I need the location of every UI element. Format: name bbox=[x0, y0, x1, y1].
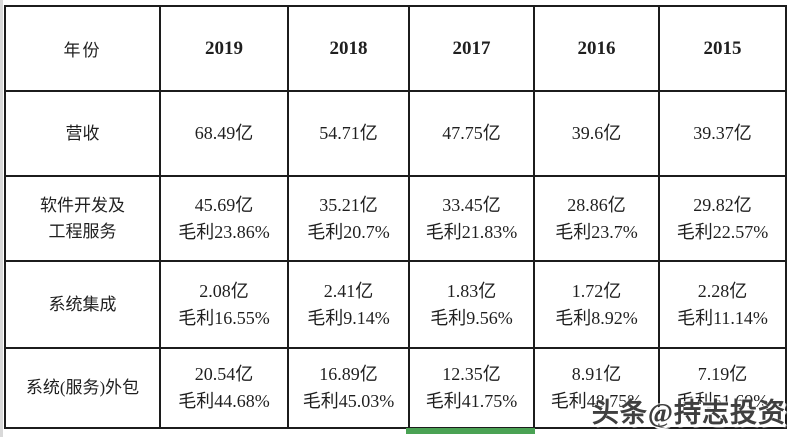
margin-value: 毛利8.92% bbox=[555, 307, 638, 328]
amount-value: 1.83亿 bbox=[446, 280, 497, 301]
cell-integration-2018: 2.41亿毛利9.14% bbox=[287, 260, 410, 349]
amount-value: 2.28亿 bbox=[697, 280, 748, 301]
cell-revenue-2018: 54.71亿 bbox=[287, 90, 410, 177]
margin-value: 毛利48.75% bbox=[550, 391, 643, 411]
row-label: 软件开发及工程服务 bbox=[40, 195, 125, 241]
cell-outsourcing-2019: 20.54亿 毛利44.68% bbox=[159, 347, 289, 429]
year-header-2015: 2015 bbox=[658, 5, 787, 92]
cell-revenue-2019: 68.49亿 bbox=[159, 90, 289, 177]
cell-software-2019: 45.69亿 毛利23.86% bbox=[159, 175, 289, 262]
year-header-2019: 2019 bbox=[159, 5, 289, 92]
screenshot-edge-artifact bbox=[0, 0, 3, 437]
row-label: 系统(服务)外包 bbox=[25, 378, 140, 397]
amount-value: 68.49亿 bbox=[194, 123, 254, 143]
amount-value: 20.54亿 bbox=[194, 364, 254, 384]
cell-outsourcing-2017: 12.35亿 毛利41.75% bbox=[408, 347, 535, 429]
margin-value: 毛利22.57% bbox=[676, 221, 769, 242]
margin-value: 毛利41.75% bbox=[425, 391, 518, 411]
amount-value: 33.45亿 bbox=[442, 194, 501, 215]
amount-value: 7.19亿 bbox=[697, 364, 748, 384]
cell-integration-2016: 1.72亿毛利8.92% bbox=[533, 260, 660, 349]
margin-value: 毛利21.83% bbox=[425, 221, 518, 242]
cell-revenue-2015: 39.37亿 bbox=[658, 90, 787, 177]
margin-value: 毛利23.7% bbox=[555, 221, 638, 242]
cell-software-2016: 28.86亿 毛利23.7% bbox=[533, 175, 660, 262]
amount-value: 47.75亿 bbox=[442, 123, 501, 143]
financial-table: 年份 2019 2018 2017 2016 2015 营收 68.49亿 54… bbox=[4, 5, 787, 429]
row-label-cell: 系统(服务)外包 bbox=[4, 347, 161, 429]
amount-value: 2.08亿 bbox=[199, 280, 249, 301]
margin-value: 毛利11.14% bbox=[677, 307, 768, 328]
amount-value: 28.86亿 bbox=[567, 194, 626, 215]
amount-value: 16.89亿 bbox=[319, 364, 378, 384]
year-header-2018: 2018 bbox=[287, 5, 410, 92]
watermark: 头条@持志投资 bbox=[591, 398, 786, 428]
amount-value: 39.6亿 bbox=[571, 123, 622, 143]
cell-integration-2019: 2.08亿毛利16.55% bbox=[159, 260, 289, 349]
cell-software-2018: 35.21亿 毛利20.7% bbox=[287, 175, 410, 262]
amount-value: 12.35亿 bbox=[442, 364, 501, 384]
cell-integration-2015: 2.28亿毛利11.14% bbox=[658, 260, 787, 349]
row-label-cell: 营收 bbox=[4, 90, 161, 177]
row-label: 系统集成 bbox=[48, 294, 117, 314]
amount-value: 54.71亿 bbox=[319, 123, 378, 143]
cell-outsourcing-2016: 8.91亿毛利48.75% bbox=[533, 347, 660, 429]
year-header-2017: 2017 bbox=[408, 5, 535, 92]
cell-revenue-2017: 47.75亿 bbox=[408, 90, 535, 177]
amount-value: 39.37亿 bbox=[693, 123, 752, 143]
row-label-cell: 软件开发及工程服务 bbox=[4, 175, 161, 262]
cell-outsourcing-2018: 16.89亿 毛利45.03% bbox=[287, 347, 410, 429]
margin-value: 毛利20.7% bbox=[307, 221, 390, 242]
row-label: 营收 bbox=[65, 123, 100, 143]
cell-outsourcing-2015: 7.19亿毛利51.69% bbox=[658, 347, 787, 429]
margin-value: 毛利23.86% bbox=[178, 221, 270, 242]
margin-value: 毛利9.56% bbox=[430, 307, 513, 328]
margin-value: 毛利44.68% bbox=[178, 391, 270, 411]
margin-value: 毛利16.55% bbox=[178, 307, 270, 328]
row-label-cell: 系统集成 bbox=[4, 260, 161, 349]
amount-value: 29.82亿 bbox=[693, 194, 752, 215]
cell-revenue-2016: 39.6亿 bbox=[533, 90, 660, 177]
amount-value: 2.41亿 bbox=[323, 280, 374, 301]
amount-value: 1.72亿 bbox=[571, 280, 622, 301]
year-header-2016: 2016 bbox=[533, 5, 660, 92]
year-column-label: 年份 bbox=[4, 5, 161, 92]
header-row: 年份 2019 2018 2017 2016 2015 bbox=[4, 5, 787, 92]
table-row-software-dev: 软件开发及工程服务 45.69亿 毛利23.86% 35.21亿 毛利20.7% 3… bbox=[4, 175, 787, 262]
amount-value: 35.21亿 bbox=[319, 194, 378, 215]
cell-software-2015: 29.82亿 毛利22.57% bbox=[658, 175, 787, 262]
table-row-system-integration: 系统集成 2.08亿毛利16.55% 2.41亿毛利9.14% 1.83亿毛利9… bbox=[4, 260, 787, 349]
table-row-revenue: 营收 68.49亿 54.71亿 47.75亿 39.6亿 39.37亿 bbox=[4, 90, 787, 177]
column-2017-highlight-underline bbox=[406, 428, 535, 434]
amount-value: 45.69亿 bbox=[194, 194, 254, 215]
margin-value: 毛利45.03% bbox=[302, 391, 395, 411]
cell-software-2017: 33.45亿 毛利21.83% bbox=[408, 175, 535, 262]
margin-value: 毛利9.14% bbox=[307, 307, 390, 328]
header-text: 年份 bbox=[63, 41, 102, 60]
cell-integration-2017: 1.83亿毛利9.56% bbox=[408, 260, 535, 349]
amount-value: 8.91亿 bbox=[571, 364, 622, 384]
table-row-outsourcing: 系统(服务)外包 20.54亿 毛利44.68% 16.89亿 毛利45.03% 1… bbox=[4, 347, 787, 429]
margin-value: 毛利51.69% bbox=[676, 391, 769, 411]
